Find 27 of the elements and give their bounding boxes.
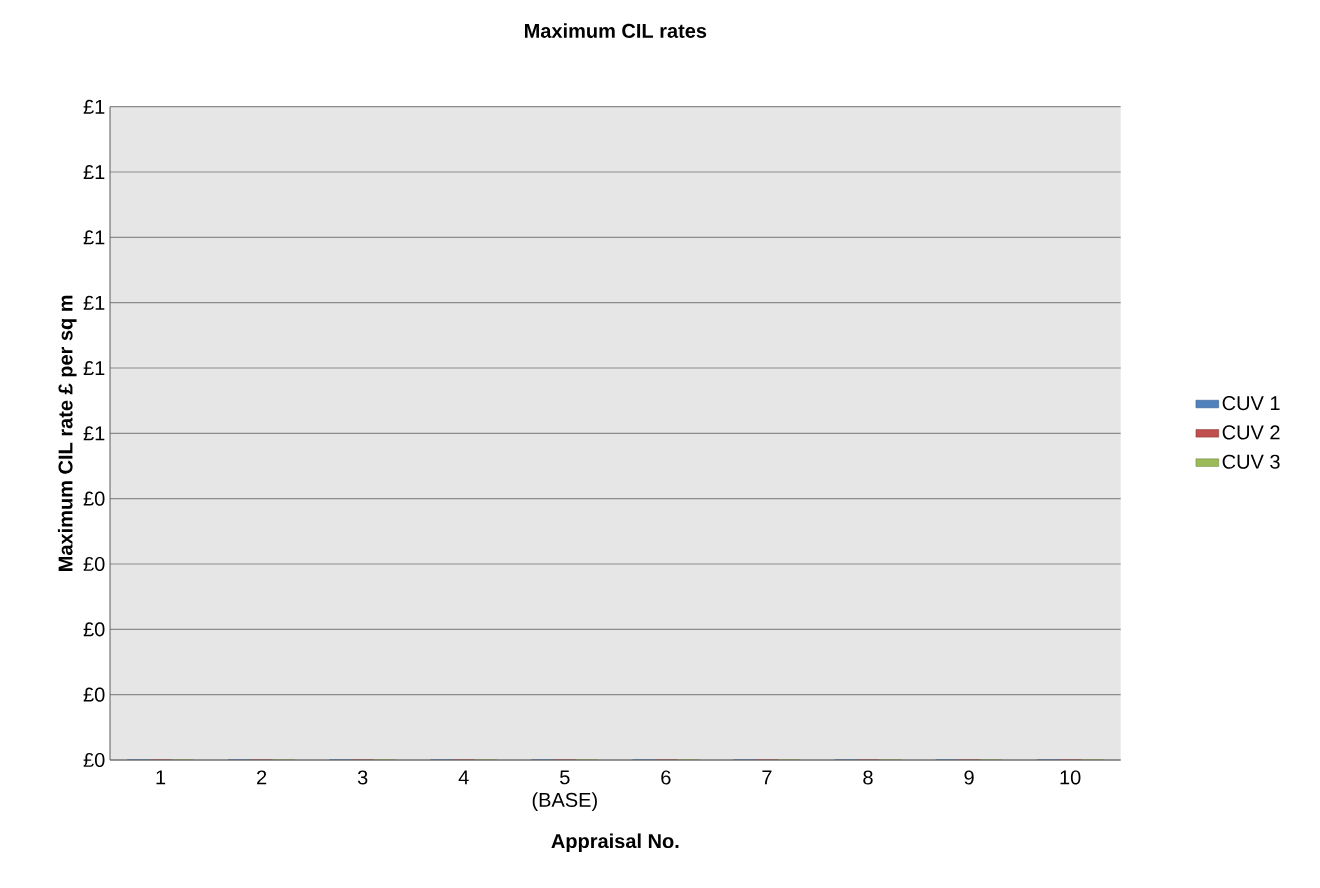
y-tick-label: £0 [83,491,105,506]
x-tick-label: 9 [964,770,974,785]
legend-label: CUV 1 [1222,396,1280,411]
x-tick-label: 7 [762,770,772,785]
y-axis-title: Maximum CIL rate £ per sq m [57,295,77,571]
y-tick-label: £0 [83,752,105,768]
x-tick-label: 1 [156,770,166,785]
x-axis-title: Appraisal No. [551,833,679,853]
y-tick-label: £1 [83,361,105,375]
x-tick-label: 3 [357,770,368,785]
legend-label: CUV 2 [1222,425,1280,440]
y-tick-label: £1 [83,165,105,179]
y-tick-label: £0 [83,622,105,637]
y-tick-label: £1 [83,99,105,114]
x-tick-label: 10 [1060,770,1081,785]
x-tick-label: 2 [257,770,267,785]
legend-label: CUV 3 [1222,454,1280,469]
x-tick-label: 5 (BASE) [532,770,597,811]
chart-title: Maximum CIL rates [524,23,707,38]
x-tick-label: 8 [863,770,873,785]
y-tick-label: £0 [83,687,105,702]
y-tick-label: £0 [83,556,105,572]
y-tick-label: £1 [83,230,105,245]
x-tick-label: 6 [661,770,671,785]
x-tick-label: 4 [458,770,469,785]
y-tick-label: £1 [83,426,105,441]
y-tick-label: £1 [83,295,105,310]
